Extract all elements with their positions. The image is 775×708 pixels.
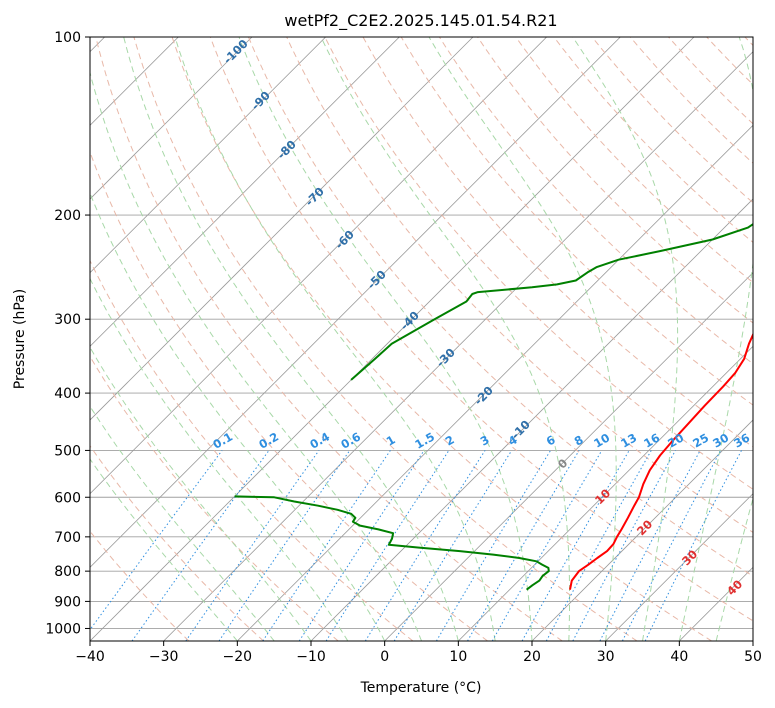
dry-adiabat-line xyxy=(90,259,414,641)
moist-adiabat-line xyxy=(174,37,496,641)
mixing-ratio-line xyxy=(218,450,351,641)
dry-adiabat-line xyxy=(629,37,753,164)
y-tick-label: 300 xyxy=(54,312,81,328)
y-axis-label: Pressure (hPa) xyxy=(12,289,28,389)
isotherm-line xyxy=(90,37,474,421)
x-tick-label: −10 xyxy=(296,649,326,665)
mixing-ratio-label: 36 xyxy=(731,431,752,451)
x-tick-label: −30 xyxy=(149,649,179,665)
y-tick-label: 200 xyxy=(54,208,81,224)
y-tick-label: 900 xyxy=(54,594,81,610)
mixing-ratio-line xyxy=(393,450,513,641)
moist-adiabat-line xyxy=(90,277,349,641)
mixing-ratio-line xyxy=(435,450,552,641)
moist-adiabat-line xyxy=(123,37,459,641)
mixing-ratio-line xyxy=(491,450,603,641)
dry-adiabat-line xyxy=(95,37,563,641)
dry-adiabat-line xyxy=(171,37,712,641)
moist-adiabat-line xyxy=(572,37,679,641)
dry-adiabat-line xyxy=(477,37,753,324)
profile-line xyxy=(234,495,550,591)
y-tick-label: 700 xyxy=(54,530,81,546)
dry-adiabat-line xyxy=(133,37,638,641)
x-tick-label: −40 xyxy=(75,649,105,665)
mixing-ratio-label: 25 xyxy=(690,431,711,451)
mixing-ratio-label: 20 xyxy=(665,431,686,451)
moist-adiabat-line xyxy=(320,37,571,641)
isotherm-line xyxy=(384,272,753,641)
dry-adiabat-line xyxy=(400,37,753,406)
dry-adiabat-line xyxy=(515,37,753,284)
dry-adiabat-line xyxy=(362,37,753,448)
moist-adiabat-line xyxy=(90,405,275,641)
axes: −40 −30 −20 −10 0 10 20 30 40 50 1000 900 800 700 600 5… xyxy=(45,30,762,665)
mixing-ratio-label: 16 xyxy=(641,431,662,451)
isotherm-line xyxy=(605,493,753,641)
chart-title: wetPf2_C2E2.2025.145.01.54.R21 xyxy=(284,11,557,31)
moist-adiabat-line xyxy=(90,191,386,641)
isotherm-line xyxy=(90,37,547,495)
moist-adiabat-line xyxy=(90,70,422,641)
moist-adiabat-line xyxy=(90,458,238,641)
mixing-ratio-label: 10 xyxy=(591,431,612,451)
mixing-ratio-line xyxy=(90,450,223,631)
moist-adiabat-line xyxy=(428,37,617,641)
y-tick-label: 500 xyxy=(54,443,81,459)
isotherm-line xyxy=(310,198,753,641)
dry-adiabat-line xyxy=(248,37,753,577)
dry-adiabat-line xyxy=(324,37,753,490)
dry-adiabat-line xyxy=(591,37,753,204)
isotherm-line xyxy=(90,37,253,200)
isotherm-line xyxy=(90,37,621,568)
moist-adiabat-line xyxy=(90,346,312,641)
mixing-ratio-line xyxy=(572,450,676,641)
y-tick-label: 1000 xyxy=(45,621,81,637)
plot-frame xyxy=(89,36,754,642)
mixing-ratio-label: 30 xyxy=(710,431,731,451)
x-tick-label: 10 xyxy=(449,649,467,665)
x-tick-label: 50 xyxy=(744,649,762,665)
mixing-ratio-line xyxy=(467,450,580,641)
mixing-ratio-line xyxy=(364,450,486,641)
x-tick-label: 20 xyxy=(523,649,541,665)
isotherm-line xyxy=(237,124,753,641)
x-tick-label: 30 xyxy=(597,649,615,665)
x-tick-label: 40 xyxy=(670,649,688,665)
mixing-ratio-line xyxy=(131,450,270,641)
x-tick-label: −20 xyxy=(223,649,253,665)
y-tick-label: 100 xyxy=(54,30,81,46)
profile-lines xyxy=(234,222,753,591)
moist-adiabat-line xyxy=(678,37,753,641)
dry-adiabat-line xyxy=(90,444,264,641)
y-tick-label: 600 xyxy=(54,490,81,506)
x-tick-label: 0 xyxy=(380,649,389,665)
mixing-ratio-line xyxy=(521,450,630,641)
moist-adiabat-line xyxy=(238,37,533,641)
mixing-ratio-line xyxy=(325,450,450,641)
isotherm-line xyxy=(90,37,326,274)
moist-adiabat-line xyxy=(715,496,753,641)
isotherm-line xyxy=(163,51,753,641)
y-tick-label: 800 xyxy=(54,564,81,580)
y-tick-label: 400 xyxy=(54,386,81,402)
mixing-ratio-line xyxy=(545,450,652,641)
profile-line xyxy=(350,222,753,381)
isotherm-line xyxy=(531,419,753,641)
x-axis-label: Temperature (°C) xyxy=(360,680,482,696)
profile-line xyxy=(569,332,753,590)
isotherm-line xyxy=(458,345,753,641)
mixing-ratio-label: 13 xyxy=(618,431,639,451)
dry-adiabat-line xyxy=(286,37,753,533)
